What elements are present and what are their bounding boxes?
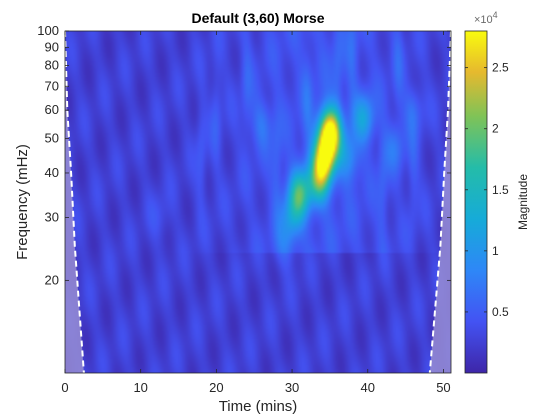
- cone-of-influence: [65, 31, 451, 373]
- y-tick-label: 60: [45, 102, 59, 117]
- x-tick-label: 50: [436, 380, 450, 395]
- coi-left-line: [65, 31, 85, 373]
- colorbar-tick-label: 1.5: [492, 183, 509, 197]
- colorbar-tick-label: 0.5: [492, 305, 509, 319]
- x-tick-label: 40: [361, 380, 375, 395]
- colorbar-ticks: 0.5 1 1.5 2 2.5: [465, 61, 509, 319]
- colorbar-exponent-power: 4: [493, 10, 498, 20]
- y-tick-label: 100: [37, 23, 59, 38]
- coi-left-shade: [65, 31, 84, 373]
- y-tick-label: 30: [45, 210, 59, 225]
- y-tick-label: 40: [45, 165, 59, 180]
- colorbar: 0.5 1 1.5 2 2.5 ×104 Magnitude: [464, 10, 530, 374]
- colorbar-tick-label: 2: [492, 122, 499, 136]
- x-axis-ticks: 0 10 20 30 40 50: [61, 31, 451, 395]
- y-tick-label: 70: [45, 78, 59, 93]
- x-tick-label: 30: [285, 380, 299, 395]
- y-tick-label: 50: [45, 130, 59, 145]
- coi-right-shade: [429, 31, 451, 373]
- colorbar-exponent-base: ×10: [474, 14, 493, 26]
- coi-right-line: [428, 31, 451, 373]
- x-tick-label: 20: [209, 380, 223, 395]
- colorbar-scale: [464, 30, 488, 374]
- colorbar-tick-label: 1: [492, 244, 499, 258]
- y-axis-label: Frequency (mHz): [14, 144, 31, 260]
- y-tick-label: 90: [45, 39, 59, 54]
- colorbar-label: Magnitude: [516, 174, 530, 230]
- chart-title: Default (3,60) Morse: [191, 10, 324, 26]
- colorbar-tick-label: 2.5: [492, 61, 509, 75]
- plot-frame: [64, 30, 452, 374]
- y-tick-label: 80: [45, 58, 59, 73]
- x-tick-label: 0: [61, 380, 68, 395]
- scalogram-heatmap: [65, 31, 451, 373]
- colorbar-exponent: ×104: [474, 10, 498, 26]
- x-axis-label: Time (mins): [219, 398, 298, 415]
- y-tick-label: 20: [45, 272, 59, 287]
- x-tick-label: 10: [133, 380, 147, 395]
